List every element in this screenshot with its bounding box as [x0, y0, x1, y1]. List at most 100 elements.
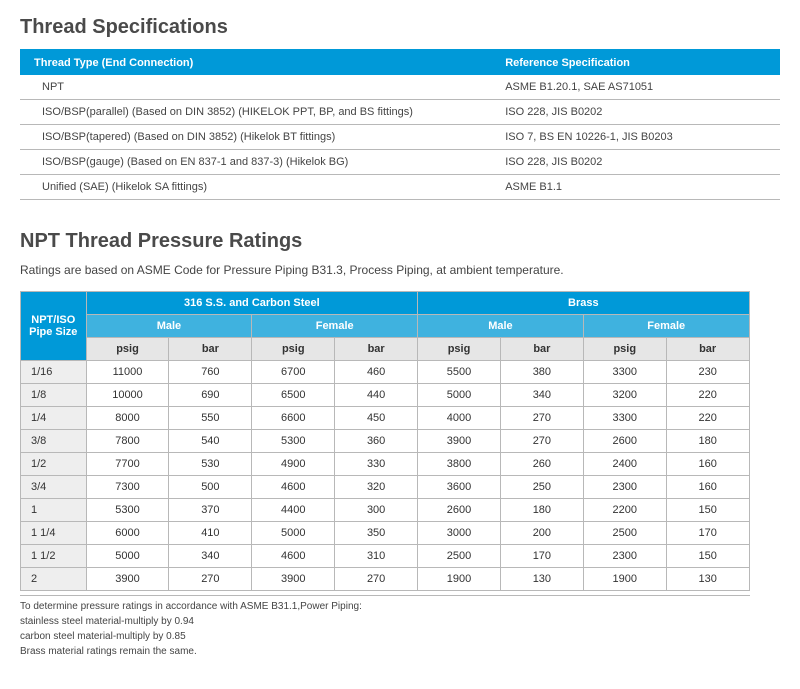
value-cell: 5300	[252, 430, 335, 453]
value-cell: 2500	[583, 522, 666, 545]
value-cell: 270	[169, 568, 252, 591]
value-cell: 500	[169, 476, 252, 499]
value-cell: 540	[169, 430, 252, 453]
size-cell: 1/8	[21, 384, 87, 407]
value-cell: 3200	[583, 384, 666, 407]
size-cell: 1/4	[21, 407, 87, 430]
value-cell: 6500	[252, 384, 335, 407]
table-row: 1/810000690650044050003403200220	[21, 384, 750, 407]
value-cell: 760	[169, 361, 252, 384]
value-cell: 4600	[252, 545, 335, 568]
value-cell: 530	[169, 453, 252, 476]
table-row: Unified (SAE) (Hikelok SA fittings)ASME …	[20, 175, 780, 200]
value-cell: 160	[666, 453, 749, 476]
size-cell: 1/2	[21, 453, 87, 476]
value-cell: 130	[500, 568, 583, 591]
unit-header: psig	[86, 338, 169, 361]
unit-header: bar	[169, 338, 252, 361]
value-cell: 170	[500, 545, 583, 568]
table-row: 1/1611000760670046055003803300230	[21, 361, 750, 384]
size-cell: 1/16	[21, 361, 87, 384]
value-cell: 4000	[418, 407, 501, 430]
value-cell: 7800	[86, 430, 169, 453]
table-row: 3/47300500460032036002502300160	[21, 476, 750, 499]
value-cell: 200	[500, 522, 583, 545]
size-cell: 3/4	[21, 476, 87, 499]
spec-ref-cell: ISO 7, BS EN 10226-1, JIS B0203	[491, 125, 780, 150]
value-cell: 260	[500, 453, 583, 476]
value-cell: 3900	[252, 568, 335, 591]
value-cell: 8000	[86, 407, 169, 430]
table-row: ISO/BSP(gauge) (Based on EN 837-1 and 83…	[20, 150, 780, 175]
value-cell: 3800	[418, 453, 501, 476]
value-cell: 3000	[418, 522, 501, 545]
table-row: 3/87800540530036039002702600180	[21, 430, 750, 453]
value-cell: 4600	[252, 476, 335, 499]
spec-type-cell: Unified (SAE) (Hikelok SA fittings)	[20, 175, 491, 200]
value-cell: 3900	[86, 568, 169, 591]
gender-header: Female	[583, 315, 749, 338]
material-header-brass: Brass	[418, 292, 750, 315]
value-cell: 550	[169, 407, 252, 430]
size-cell: 3/8	[21, 430, 87, 453]
value-cell: 3300	[583, 407, 666, 430]
value-cell: 5000	[418, 384, 501, 407]
value-cell: 460	[335, 361, 418, 384]
spec-ref-cell: ASME B1.20.1, SAE AS71051	[491, 75, 780, 100]
table-row: 1 1/46000410500035030002002500170	[21, 522, 750, 545]
value-cell: 170	[666, 522, 749, 545]
value-cell: 180	[666, 430, 749, 453]
value-cell: 3300	[583, 361, 666, 384]
table-row: ISO/BSP(parallel) (Based on DIN 3852) (H…	[20, 100, 780, 125]
value-cell: 150	[666, 499, 749, 522]
unit-header: bar	[500, 338, 583, 361]
value-cell: 130	[666, 568, 749, 591]
value-cell: 7700	[86, 453, 169, 476]
unit-header: psig	[418, 338, 501, 361]
value-cell: 11000	[86, 361, 169, 384]
gender-header: Male	[86, 315, 252, 338]
pressure-subtitle: Ratings are based on ASME Code for Press…	[20, 263, 780, 277]
unit-header: bar	[335, 338, 418, 361]
value-cell: 690	[169, 384, 252, 407]
value-cell: 2600	[418, 499, 501, 522]
value-cell: 330	[335, 453, 418, 476]
value-cell: 6000	[86, 522, 169, 545]
value-cell: 1900	[418, 568, 501, 591]
value-cell: 7300	[86, 476, 169, 499]
spec-type-cell: ISO/BSP(parallel) (Based on DIN 3852) (H…	[20, 100, 491, 125]
value-cell: 320	[335, 476, 418, 499]
value-cell: 220	[666, 407, 749, 430]
value-cell: 180	[500, 499, 583, 522]
unit-header: bar	[666, 338, 749, 361]
material-header-steel: 316 S.S. and Carbon Steel	[86, 292, 418, 315]
value-cell: 2200	[583, 499, 666, 522]
value-cell: 340	[500, 384, 583, 407]
value-cell: 270	[335, 568, 418, 591]
size-cell: 1	[21, 499, 87, 522]
value-cell: 3600	[418, 476, 501, 499]
pressure-table: NPT/ISO Pipe Size 316 S.S. and Carbon St…	[20, 291, 750, 591]
table-row: 23900270390027019001301900130	[21, 568, 750, 591]
value-cell: 2300	[583, 545, 666, 568]
table-row: 1/27700530490033038002602400160	[21, 453, 750, 476]
value-cell: 270	[500, 407, 583, 430]
footnote-line: Brass material ratings remain the same.	[20, 644, 750, 659]
size-cell: 1 1/2	[21, 545, 87, 568]
thread-specs-title: Thread Specifications	[20, 16, 780, 39]
footnote-line: carbon steel material-multiply by 0.85	[20, 629, 750, 644]
value-cell: 2600	[583, 430, 666, 453]
value-cell: 4900	[252, 453, 335, 476]
size-header: NPT/ISO Pipe Size	[21, 292, 87, 361]
value-cell: 5500	[418, 361, 501, 384]
pressure-footnotes: To determine pressure ratings in accorda…	[20, 595, 750, 659]
thread-specs-table: Thread Type (End Connection) Reference S…	[20, 49, 780, 200]
pressure-title: NPT Thread Pressure Ratings	[20, 230, 780, 253]
spec-type-cell: ISO/BSP(tapered) (Based on DIN 3852) (Hi…	[20, 125, 491, 150]
value-cell: 270	[500, 430, 583, 453]
value-cell: 340	[169, 545, 252, 568]
spec-ref-cell: ASME B1.1	[491, 175, 780, 200]
value-cell: 350	[335, 522, 418, 545]
unit-header: psig	[583, 338, 666, 361]
value-cell: 450	[335, 407, 418, 430]
